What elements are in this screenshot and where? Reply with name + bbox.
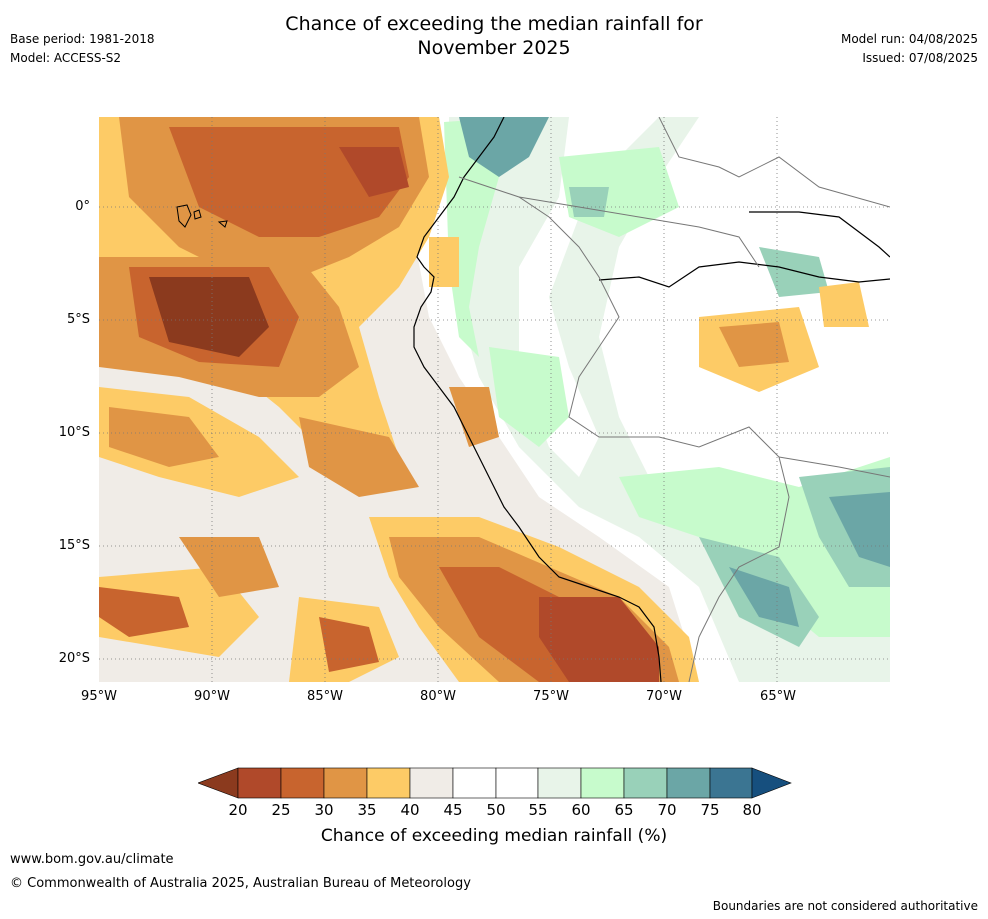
colorbar-bin-40-45 bbox=[409, 767, 454, 799]
colorbar-tick-70: 70 bbox=[657, 801, 677, 819]
lon-label-75w: 75°W bbox=[533, 689, 569, 704]
colorbar-tick-55: 55 bbox=[528, 801, 548, 819]
colorbar-label: Chance of exceeding median rainfall (%) bbox=[320, 826, 668, 846]
lat-label-0: 0° bbox=[75, 199, 90, 214]
lon-label-80w: 80°W bbox=[420, 689, 456, 704]
rainfall-map-svg bbox=[99, 117, 890, 682]
website-link[interactable]: www.bom.gov.au/climate bbox=[10, 852, 174, 867]
dry-patch-brazil bbox=[819, 282, 869, 327]
colorbar-bin-60-65 bbox=[580, 767, 625, 799]
colorbar-tick-30: 30 bbox=[314, 801, 334, 819]
colorbar-bin-35-40 bbox=[366, 767, 411, 799]
rainfall-map bbox=[99, 117, 890, 682]
drier-patch-peru bbox=[449, 387, 499, 447]
drier-zone-amazon bbox=[719, 322, 789, 367]
teal-zone-amazon bbox=[759, 247, 829, 297]
rio-negro bbox=[749, 211, 890, 258]
meta-right: Model run: 04/08/2025 Issued: 07/08/2025 bbox=[841, 30, 978, 68]
dark-teal-zone-east bbox=[829, 492, 890, 567]
colorbar-tick-20: 20 bbox=[228, 801, 248, 819]
lat-label-10s: 10°S bbox=[58, 425, 90, 440]
model-run: Model run: 04/08/2025 bbox=[840, 32, 978, 46]
colorbar-bin-30-35 bbox=[323, 767, 368, 799]
green-zone-north bbox=[444, 117, 519, 357]
colorbar-bin-65-70 bbox=[623, 767, 668, 799]
amazon-river bbox=[598, 261, 890, 288]
drier-zone-southwest bbox=[109, 407, 219, 467]
coastline bbox=[413, 117, 662, 682]
title-line-2: November 2025 bbox=[417, 37, 571, 59]
dark-teal-zone-colombia bbox=[459, 117, 549, 177]
colorbar bbox=[197, 767, 792, 799]
colorbar-bin-50-55 bbox=[495, 767, 539, 799]
lon-label-90w: 90°W bbox=[194, 689, 230, 704]
lon-label-95w: 95°W bbox=[81, 689, 117, 704]
colorbar-tick-35: 35 bbox=[357, 801, 377, 819]
boundary-disclaimer: Boundaries are not considered authoritat… bbox=[712, 899, 978, 913]
colorbar-tick-60: 60 bbox=[571, 801, 591, 819]
galapagos-islands bbox=[176, 204, 228, 228]
lon-label-70w: 70°W bbox=[646, 689, 682, 704]
colorbar-tick-50: 50 bbox=[486, 801, 506, 819]
lat-label-5s: 5°S bbox=[66, 312, 90, 327]
base-period: Base period: 1981-2018 bbox=[10, 32, 155, 46]
colorbar-tick-40: 40 bbox=[400, 801, 420, 819]
colorbar-bin-75-80 bbox=[709, 767, 753, 799]
issued-date: Issued: 07/08/2025 bbox=[862, 51, 978, 65]
colorbar-tick-45: 45 bbox=[443, 801, 463, 819]
teal-zone-ecuador bbox=[569, 187, 609, 217]
dry-patch-ecuador bbox=[429, 237, 459, 287]
dark-teal-zone-south bbox=[729, 567, 799, 627]
driest-patch-north bbox=[339, 147, 409, 197]
colorbar-bin-55-60 bbox=[537, 767, 582, 799]
colorbar-arrow-high bbox=[751, 767, 792, 799]
meta-left: Base period: 1981-2018 Model: ACCESS-S2 bbox=[10, 30, 155, 68]
colorbar-tick-80: 80 bbox=[742, 801, 762, 819]
lon-label-65w: 65°W bbox=[760, 689, 796, 704]
much-drier-zone-south bbox=[99, 587, 189, 637]
model-name: Model: ACCESS-S2 bbox=[10, 51, 122, 65]
colorbar-tick-75: 75 bbox=[700, 801, 720, 819]
colorbar-svg bbox=[197, 767, 792, 799]
green-zone-peru bbox=[489, 347, 569, 447]
title-line-1: Chance of exceeding the median rainfall … bbox=[285, 13, 703, 35]
colorbar-bin-70-75 bbox=[666, 767, 711, 799]
copyright-notice: © Commonwealth of Australia 2025, Austra… bbox=[10, 876, 471, 891]
colorbar-tick-25: 25 bbox=[271, 801, 291, 819]
lat-label-15s: 15°S bbox=[58, 538, 90, 553]
lat-label-20s: 20°S bbox=[58, 651, 90, 666]
lon-label-85w: 85°W bbox=[307, 689, 343, 704]
colorbar-arrow-low bbox=[197, 767, 239, 799]
country-borders bbox=[458, 117, 890, 682]
driest-zone-west bbox=[149, 277, 269, 357]
colorbar-bin-25-30 bbox=[280, 767, 325, 799]
much-drier-zone-southcentral bbox=[319, 617, 379, 672]
driest-zone-chile bbox=[539, 597, 659, 682]
drier-zone-pacific bbox=[299, 417, 419, 497]
colorbar-bin-45-50 bbox=[452, 767, 497, 799]
colorbar-tick-65: 65 bbox=[614, 801, 634, 819]
map-title: Chance of exceeding the median rainfall … bbox=[0, 12, 988, 60]
drier-patch-south bbox=[179, 537, 279, 597]
colorbar-bin-20-25 bbox=[237, 767, 282, 799]
